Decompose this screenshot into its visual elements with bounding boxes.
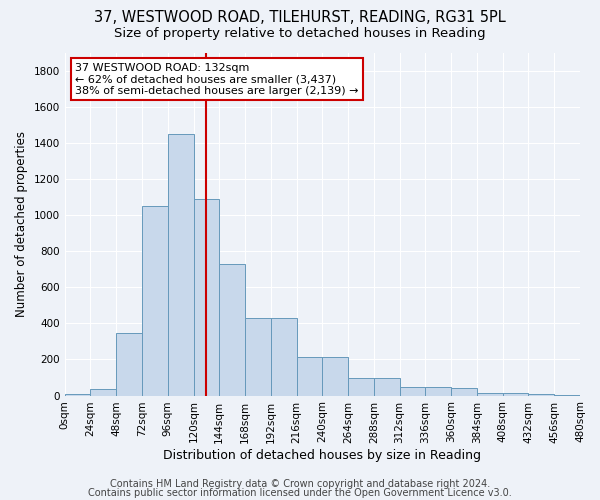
Bar	[425, 386, 451, 396]
Bar	[322, 356, 348, 396]
Bar	[142, 206, 168, 396]
X-axis label: Distribution of detached houses by size in Reading: Distribution of detached houses by size …	[163, 450, 481, 462]
Bar	[245, 318, 271, 396]
Bar	[477, 393, 503, 396]
Bar	[554, 394, 580, 396]
Bar	[271, 318, 296, 396]
Bar	[219, 264, 245, 396]
Bar	[116, 334, 142, 396]
Bar	[296, 356, 322, 396]
Text: Contains public sector information licensed under the Open Government Licence v3: Contains public sector information licen…	[88, 488, 512, 498]
Bar	[168, 134, 193, 396]
Bar	[503, 393, 529, 396]
Y-axis label: Number of detached properties: Number of detached properties	[15, 131, 28, 317]
Bar	[65, 394, 91, 396]
Bar	[374, 378, 400, 396]
Text: 37 WESTWOOD ROAD: 132sqm
← 62% of detached houses are smaller (3,437)
38% of sem: 37 WESTWOOD ROAD: 132sqm ← 62% of detach…	[75, 63, 358, 96]
Text: Size of property relative to detached houses in Reading: Size of property relative to detached ho…	[114, 28, 486, 40]
Bar	[193, 199, 219, 396]
Bar	[91, 389, 116, 396]
Bar	[400, 386, 425, 396]
Text: Contains HM Land Registry data © Crown copyright and database right 2024.: Contains HM Land Registry data © Crown c…	[110, 479, 490, 489]
Bar	[451, 388, 477, 396]
Bar	[348, 378, 374, 396]
Text: 37, WESTWOOD ROAD, TILEHURST, READING, RG31 5PL: 37, WESTWOOD ROAD, TILEHURST, READING, R…	[94, 10, 506, 25]
Bar	[529, 394, 554, 396]
